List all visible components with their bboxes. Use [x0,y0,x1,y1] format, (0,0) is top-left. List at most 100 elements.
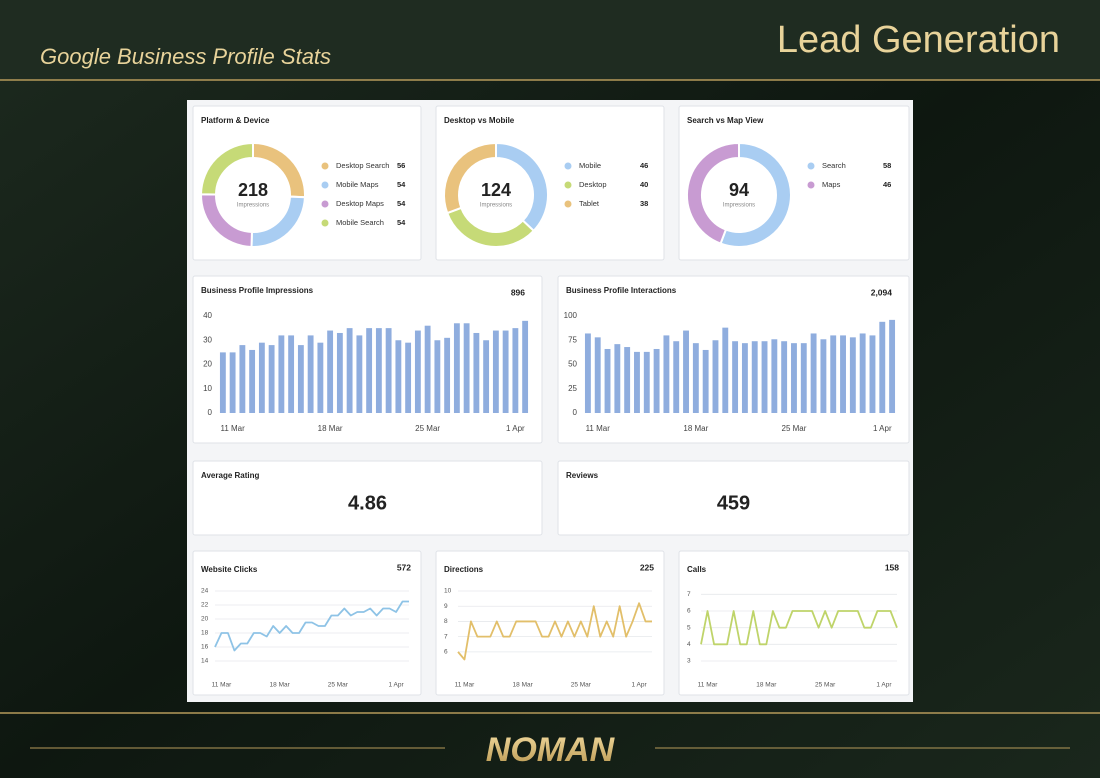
bar [810,333,817,413]
bar [584,333,591,413]
chart-total: 2,094 [871,287,893,297]
bar [249,349,256,413]
bar [453,323,460,413]
legend-value: 46 [883,180,891,189]
bar [840,335,846,413]
bar [820,339,827,413]
card-title: Reviews [566,471,599,480]
legend-label: Mobile Maps [336,180,379,189]
donut-total-label: Impressions [723,203,755,209]
bar [849,337,856,413]
y-tick-label: 40 [203,311,212,320]
x-tick-label: 25 Mar [571,682,592,689]
legend-swatch [321,200,329,208]
x-tick-label: 11 Mar [220,424,245,433]
y-tick-label: 14 [201,658,209,665]
bar [634,351,640,413]
bar [761,341,768,413]
bar [771,339,778,413]
card-title: Search vs Map View [687,116,764,125]
y-tick-label: 20 [201,616,209,623]
bar [712,340,719,413]
bar [473,332,480,413]
legend-label: Mobile [579,161,601,170]
bar [512,328,519,413]
bar [791,343,797,413]
x-tick-label: 25 Mar [782,424,807,433]
card [435,550,665,696]
legend-swatch [807,181,815,189]
donut-total-label: Impressions [237,203,269,209]
donut-segment [443,141,497,215]
legend-swatch [807,162,815,170]
bar [594,337,601,413]
legend-value: 40 [640,180,648,189]
bar [643,351,650,413]
legend-swatch [564,200,572,208]
bar [859,333,866,413]
bar [522,320,529,413]
x-tick-label: 18 Mar [683,424,708,433]
bar [722,327,729,413]
bar [444,337,451,413]
x-tick-label: 18 Mar [756,682,777,689]
bar [424,325,431,413]
bar [366,328,373,413]
bar [297,345,304,413]
bar [307,335,314,413]
y-tick-label: 20 [203,360,212,369]
x-tick-label: 11 Mar [698,682,719,689]
x-tick-label: 11 Mar [455,682,476,689]
chart-total: 225 [640,562,654,572]
stat-value: 459 [717,492,750,514]
card [192,460,543,536]
x-tick-label: 18 Mar [318,424,343,433]
bar [463,323,470,413]
legend-label: Desktop Search [336,161,389,170]
legend-label: Desktop [579,180,607,189]
card-title: Website Clicks [201,565,258,574]
donut-total: 218 [238,180,268,200]
x-tick-label: 25 Mar [815,682,836,689]
x-tick-label: 11 Mar [586,424,611,433]
bar [385,328,392,413]
legend-label: Mobile Search [336,218,384,227]
chart-total: 572 [397,562,411,572]
x-tick-label: 11 Mar [212,682,233,689]
bar [258,342,265,413]
bar [405,342,412,413]
bar [879,321,886,413]
y-tick-label: 4 [687,641,691,648]
bar [375,328,382,413]
bar [492,330,499,413]
card-title: Business Profile Impressions [201,286,314,295]
bar [278,335,285,413]
y-tick-label: 30 [203,335,212,344]
bar [614,344,621,413]
legend-value: 38 [640,199,648,208]
line-series [214,600,409,652]
y-tick-label: 7 [444,633,448,640]
x-tick-label: 1 Apr [876,682,892,689]
y-tick-label: 8 [444,618,448,625]
legend-value: 46 [640,161,648,170]
donut-segment [199,141,254,196]
legend-label: Maps [822,180,841,189]
slide-title: Lead Generation [777,19,1060,61]
bar [395,340,402,413]
y-tick-label: 50 [568,360,577,369]
slide-subtitle: Google Business Profile Stats [40,44,331,69]
x-tick-label: 1 Apr [873,424,892,433]
bar [692,343,699,413]
donut-total: 94 [729,180,749,200]
bar [288,335,295,413]
bar [732,341,739,413]
bar [781,341,788,413]
y-tick-label: 3 [687,658,691,665]
y-tick-label: 25 [568,384,577,393]
y-tick-label: 100 [564,311,578,320]
header-band [0,0,1100,80]
bar [624,347,631,413]
legend-swatch [564,162,572,170]
